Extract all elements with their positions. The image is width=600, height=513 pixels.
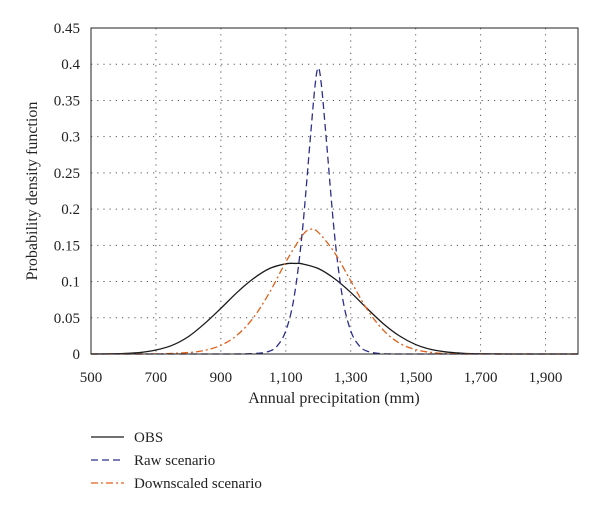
legend-label: OBS	[134, 430, 163, 446]
legend-label: Raw scenario	[134, 453, 215, 469]
y-tick-label: 0.35	[54, 93, 80, 109]
tick-labels: 500 700 900 1,100 1,300 1,500 1,700 1,900 0 0.05 0…	[54, 21, 563, 386]
y-tick-label: 0.05	[54, 311, 80, 327]
y-tick-label: 0.15	[54, 238, 80, 254]
series-line-1	[90, 67, 578, 355]
x-tick-label: 700	[145, 370, 168, 386]
x-tick-label: 1,900	[529, 370, 563, 386]
y-tick-label: 0.1	[61, 275, 80, 291]
x-tick-label: 1,700	[464, 370, 498, 386]
y-tick-label: 0.45	[54, 21, 80, 37]
series-line-2	[90, 228, 578, 355]
legend-label: Downscaled scenario	[134, 476, 262, 492]
series-line-0	[90, 262, 578, 355]
x-tick-label: 1,300	[334, 370, 368, 386]
y-tick-label: 0.4	[61, 57, 80, 73]
x-tick-label: 1,500	[399, 370, 433, 386]
x-tick-label: 1,100	[269, 370, 303, 386]
x-tick-label: 500	[80, 370, 103, 386]
y-axis-title: Probability density function	[24, 102, 41, 281]
y-tick-label: 0.2	[61, 202, 80, 218]
grid-lines	[91, 28, 578, 354]
series-lines	[90, 67, 578, 355]
legend: OBS Raw scenario Downscaled scenario	[91, 430, 262, 492]
y-tick-label: 0	[73, 347, 81, 363]
plot-frame	[90, 27, 579, 355]
x-axis-title: Annual precipitation (mm)	[248, 390, 420, 407]
x-tick-label: 900	[210, 370, 233, 386]
y-tick-label: 0.25	[54, 166, 80, 182]
y-tick-label: 0.3	[61, 130, 80, 146]
